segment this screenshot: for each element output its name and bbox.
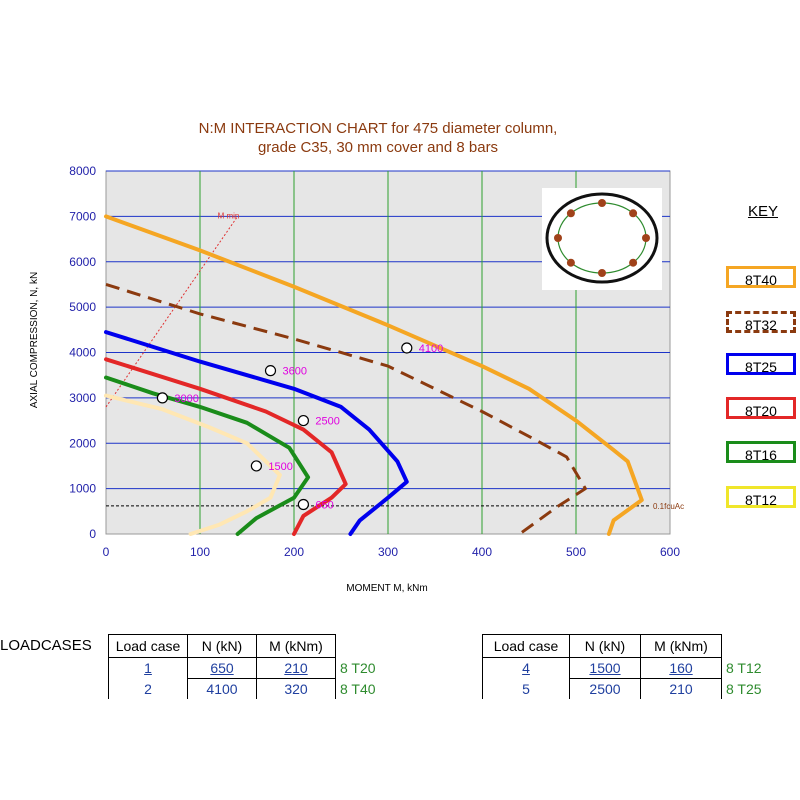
- circular-column-section-icon: [542, 188, 662, 290]
- interaction-chart: N:M INTERACTION CHART for 475 diameter c…: [29, 120, 684, 594]
- load-point-label: 1500: [268, 461, 292, 473]
- loadcases-table-left: Load case N (kN) M (kNm) 1 650 210 8 T20…: [108, 634, 401, 699]
- legend-item-8t40: 8T40: [726, 266, 796, 288]
- load-point: [156, 392, 168, 404]
- m-min-label: M min: [218, 211, 240, 220]
- table-row: 5 2500 210 8 T25: [482, 678, 787, 699]
- x-tick-label: 200: [284, 545, 304, 559]
- n-value: 2500: [569, 678, 641, 699]
- header-m: M (kNm): [640, 634, 722, 658]
- load-point-label: 4100: [419, 343, 443, 355]
- header-n: N (kN): [187, 634, 257, 658]
- m-value[interactable]: 210: [256, 657, 336, 679]
- load-point-label: 650: [315, 500, 333, 512]
- fcu-label: 0.1fcuAc: [653, 502, 684, 511]
- table-row: 2 4100 320 8 T40: [108, 678, 401, 699]
- m-value[interactable]: 160: [640, 657, 722, 679]
- n-value[interactable]: 1500: [569, 657, 641, 679]
- loadcases-title: LOADCASES: [0, 637, 92, 654]
- load-point: [297, 414, 309, 427]
- load-case-value: 5: [482, 678, 570, 699]
- load-case-value: 2: [108, 678, 188, 699]
- header-n: N (kN): [569, 634, 641, 658]
- y-tick-label: 4000: [69, 346, 96, 360]
- curve-8t40: [104, 214, 644, 536]
- legend-title: KEY: [747, 203, 778, 220]
- bar-spec: 8 T20: [340, 660, 376, 676]
- legend-item-8t20: 8T20: [726, 397, 796, 419]
- header-load-case: Load case: [108, 634, 188, 658]
- x-tick-label: 100: [190, 545, 210, 559]
- y-tick-label: 6000: [69, 255, 96, 269]
- header-load-case: Load case: [482, 634, 570, 658]
- y-tick-label: 8000: [69, 164, 96, 178]
- load-case-link[interactable]: 1: [108, 657, 188, 679]
- bar-spec: 8 T12: [726, 660, 762, 676]
- curve-8t20: [104, 357, 348, 536]
- table-row: 1 650 210 8 T20: [108, 657, 401, 679]
- y-tick-label: 7000: [69, 209, 96, 223]
- load-point: [297, 498, 309, 511]
- legend-item-8t25: 8T25: [726, 353, 796, 375]
- chart-title-line1: N:M INTERACTION CHART for 475 diameter c…: [199, 120, 558, 137]
- legend-item-8t12: 8T12: [726, 486, 796, 508]
- curve-8t12: [104, 393, 282, 536]
- legend-item-8t32: 8T32: [726, 311, 796, 333]
- x-tick-label: 500: [566, 545, 586, 559]
- curve-8t16: [104, 375, 311, 536]
- load-point: [250, 460, 262, 472]
- load-point-label: 2500: [315, 416, 339, 428]
- y-tick-label: 1000: [69, 482, 96, 496]
- x-tick-label: 0: [103, 545, 110, 559]
- x-tick-label: 600: [660, 545, 680, 559]
- curve-8t25: [104, 330, 409, 536]
- y-tick-label: 3000: [69, 391, 96, 405]
- n-value: 4100: [187, 678, 257, 699]
- x-tick-label: 300: [378, 545, 398, 559]
- y-tick-label: 0: [89, 527, 96, 541]
- legend-item-8t16: 8T16: [726, 441, 796, 463]
- load-point: [264, 365, 277, 377]
- load-point: [401, 342, 413, 354]
- loadcases-table-right: Load case N (kN) M (kNm) 4 1500 160 8 T1…: [482, 634, 787, 699]
- load-point-label: 3000: [174, 393, 198, 405]
- y-tick-label: 5000: [69, 300, 96, 314]
- x-axis-label: MOMENT M, kNm: [346, 583, 427, 594]
- m-value: 320: [256, 678, 336, 699]
- y-axis-label: AXIAL COMPRESSION, N, kN: [29, 272, 40, 408]
- load-case-link[interactable]: 4: [482, 657, 570, 679]
- bar-spec: 8 T25: [726, 680, 762, 697]
- curve-8t32: [105, 282, 587, 536]
- n-value[interactable]: 650: [187, 657, 257, 679]
- m-value: 210: [640, 678, 722, 699]
- load-point-label: 3600: [283, 366, 307, 378]
- header-m: M (kNm): [256, 634, 336, 658]
- x-tick-label: 400: [472, 545, 492, 559]
- chart-title-line2: grade C35, 30 mm cover and 8 bars: [258, 139, 498, 156]
- y-tick-label: 2000: [69, 436, 96, 450]
- m-min-line: [105, 216, 239, 408]
- table-row: 4 1500 160 8 T12: [482, 657, 787, 679]
- bar-spec: 8 T40: [340, 680, 376, 697]
